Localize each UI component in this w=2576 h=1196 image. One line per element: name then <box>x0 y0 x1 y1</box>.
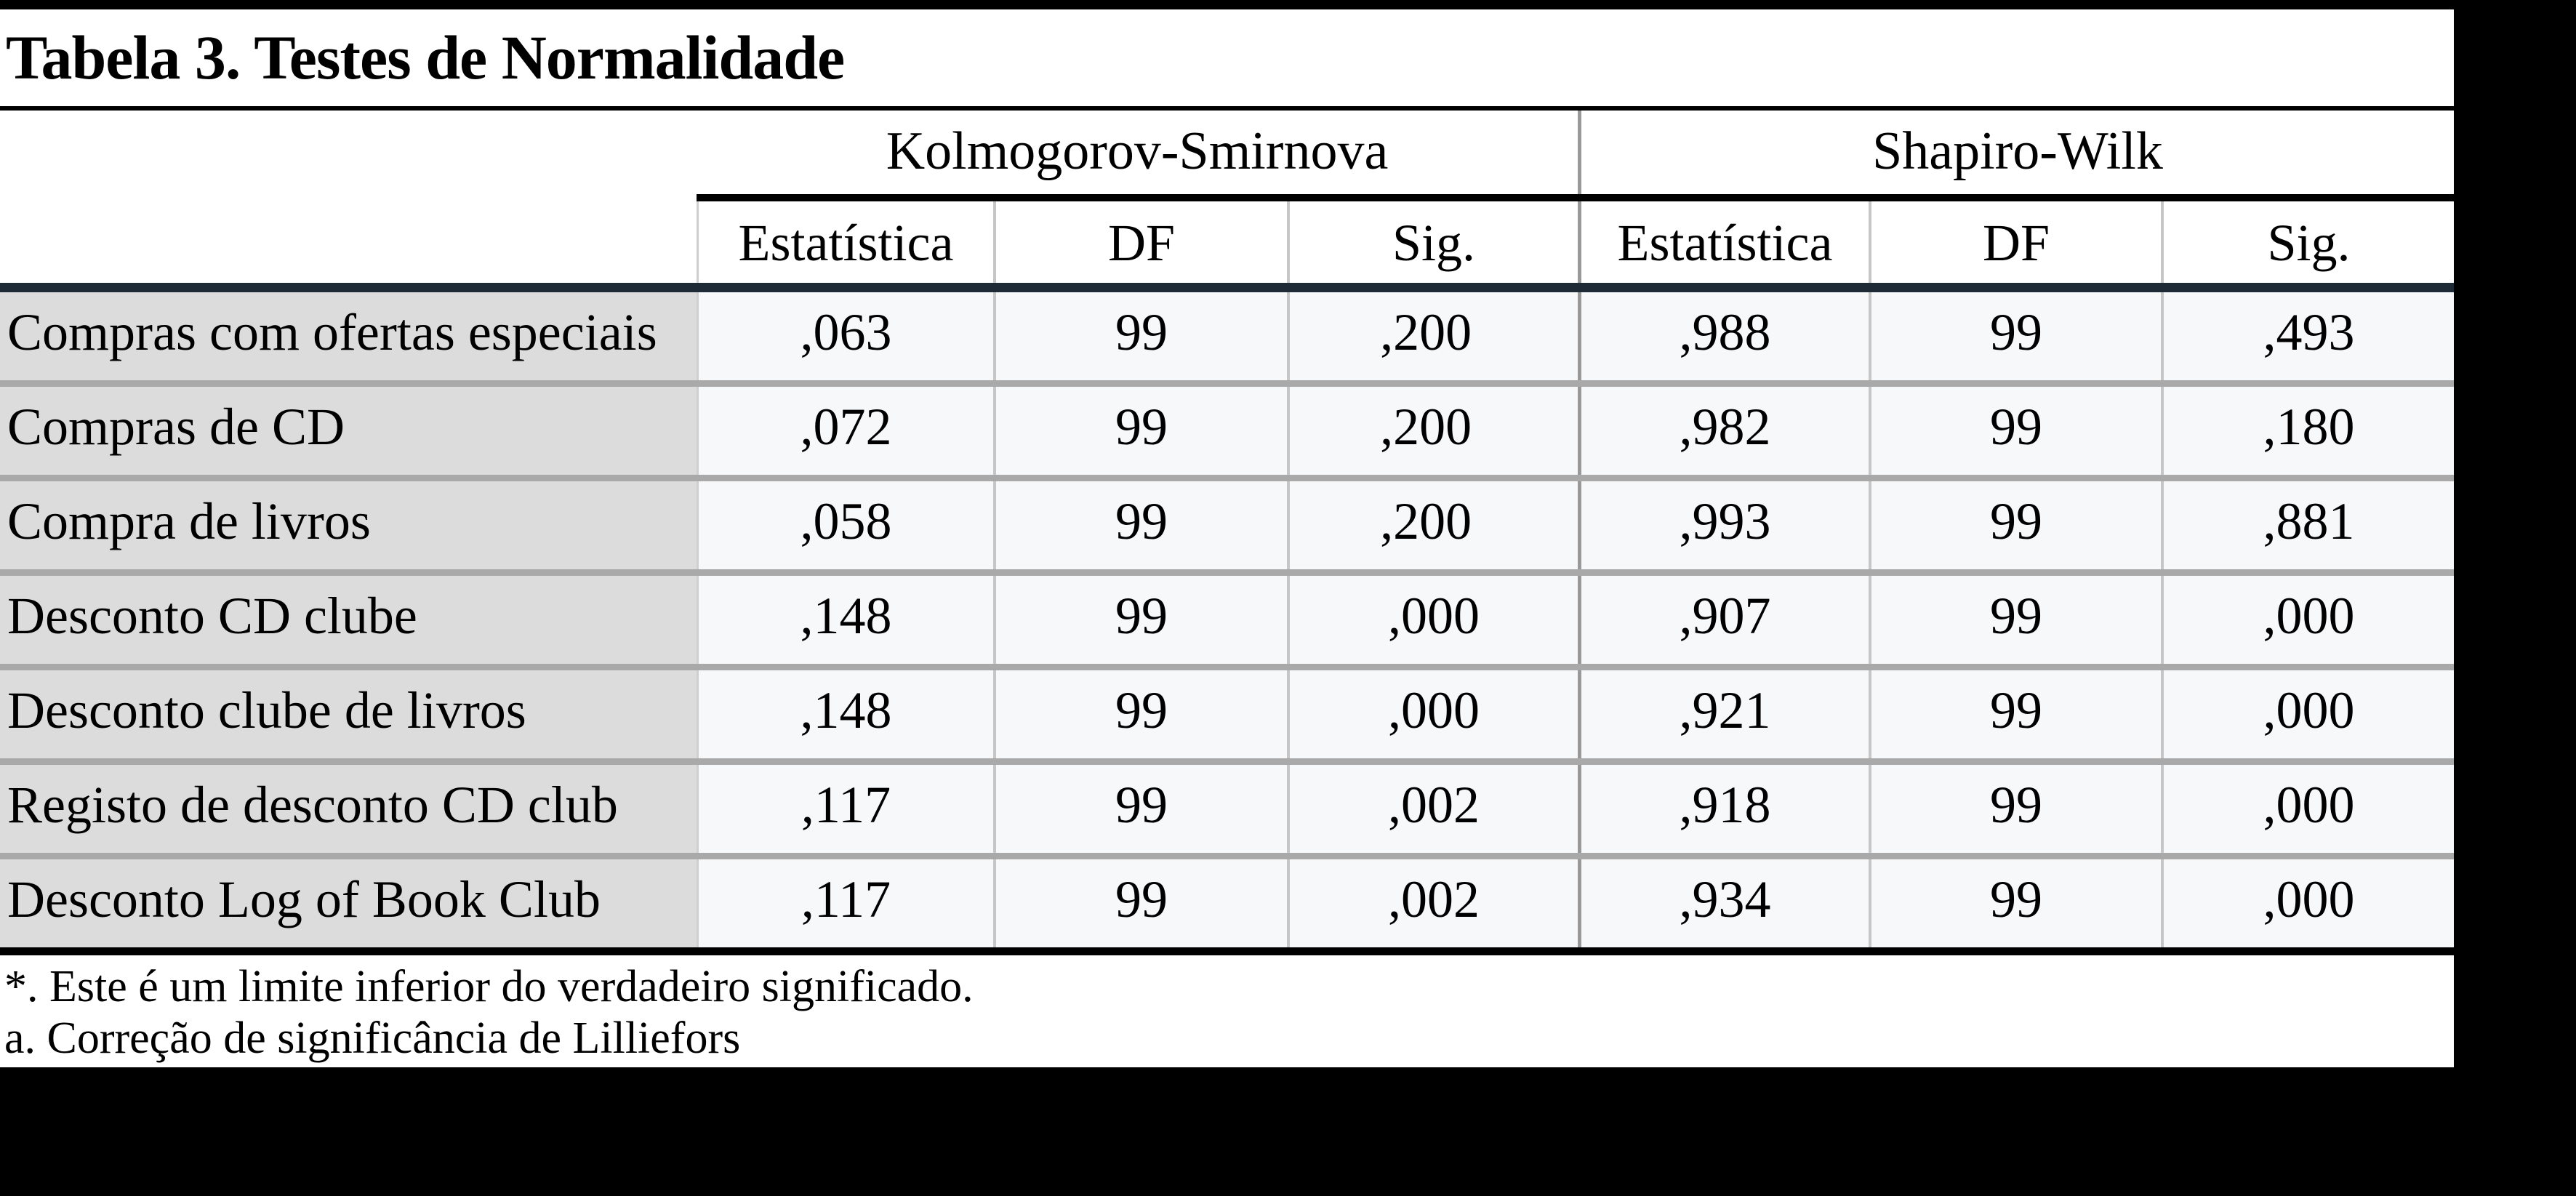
group-rule-spacer <box>0 194 697 201</box>
ks-df-cell: 99 <box>993 765 1287 853</box>
ks-df-cell: 99 <box>993 859 1287 947</box>
sw-sig-cell: ,881 <box>2161 481 2454 569</box>
sw-df-cell: 99 <box>1869 481 2161 569</box>
subheader-ks-df: DF <box>993 201 1287 283</box>
title-block: Tabela 3. Testes de Normalidade <box>0 9 2454 106</box>
row-label-cell: Desconto clube de livros <box>0 670 697 758</box>
ks-statistic-cell: ,148 <box>697 576 993 664</box>
sw-sig-cell: ,000 <box>2161 859 2454 947</box>
sw-df-cell: 99 <box>1869 292 2161 380</box>
row-label-cell: Registo de desconto CD club <box>0 765 697 853</box>
normality-table: Kolmogorov-Smirnova Shapiro-Wilk Estatís… <box>0 111 2454 955</box>
sw-df-cell: 99 <box>1869 387 2161 475</box>
ks-sig-cell: ,002 <box>1287 765 1578 853</box>
ks-sig-cell: ,002 <box>1287 859 1578 947</box>
sw-df-cell: 99 <box>1869 765 2161 853</box>
sw-statistic-cell: ,907 <box>1578 576 1869 664</box>
row-label-cell: Desconto CD clube <box>0 576 697 664</box>
ks-df-cell: 99 <box>993 387 1287 475</box>
sw-sig-cell: ,000 <box>2161 765 2454 853</box>
sw-statistic-cell: ,988 <box>1578 292 1869 380</box>
ks-statistic-cell: ,072 <box>697 387 993 475</box>
row-separator <box>0 758 2454 765</box>
row-label-cell: Desconto Log of Book Club <box>0 859 697 947</box>
sw-sig-cell: ,000 <box>2161 576 2454 664</box>
table-bottom-rule <box>0 947 2454 955</box>
ks-df-cell: 99 <box>993 481 1287 569</box>
sw-sig-cell: ,180 <box>2161 387 2454 475</box>
ks-statistic-cell: ,058 <box>697 481 993 569</box>
sw-df-cell: 99 <box>1869 576 2161 664</box>
ks-df-cell: 99 <box>993 292 1287 380</box>
row-separator <box>0 569 2454 576</box>
subheader-sw-df: DF <box>1869 201 2161 283</box>
sw-df-cell: 99 <box>1869 670 2161 758</box>
sw-sig-cell: ,493 <box>2161 292 2454 380</box>
ks-sig-cell: ,200* <box>1287 481 1578 569</box>
ks-statistic-cell: ,117 <box>697 859 993 947</box>
sw-statistic-cell: ,993 <box>1578 481 1869 569</box>
ks-statistic-cell: ,117 <box>697 765 993 853</box>
sw-statistic-cell: ,982 <box>1578 387 1869 475</box>
group-header-shapiro-wilk: Shapiro-Wilk <box>1578 111 2454 194</box>
row-separator <box>0 475 2454 481</box>
ks-statistic-cell: ,063 <box>697 292 993 380</box>
sw-statistic-cell: ,934 <box>1578 859 1869 947</box>
ks-sig-cell: ,200* <box>1287 292 1578 380</box>
sw-df-cell: 99 <box>1869 859 2161 947</box>
row-separator <box>0 853 2454 859</box>
footnotes: *. Este é um limite inferior do verdadei… <box>0 955 2454 1064</box>
subheader-ks-statistic: Estatística <box>697 201 993 283</box>
row-label-cell: Compras de CD <box>0 387 697 475</box>
subheader-rule <box>0 283 2454 292</box>
ks-sig-cell: ,200* <box>1287 387 1578 475</box>
sw-statistic-cell: ,918 <box>1578 765 1869 853</box>
ks-df-cell: 99 <box>993 576 1287 664</box>
table-title: Tabela 3. Testes de Normalidade <box>6 23 845 92</box>
title-rule <box>0 106 2454 111</box>
subheader-sw-statistic: Estatística <box>1578 201 1869 283</box>
corner-cell <box>0 111 697 194</box>
sw-statistic-cell: ,921 <box>1578 670 1869 758</box>
row-label-cell: Compras com ofertas especiais <box>0 292 697 380</box>
subheader-ks-sig: Sig. <box>1287 201 1578 283</box>
row-label-cell: Compra de livros <box>0 481 697 569</box>
subheader-corner-cell <box>0 201 697 283</box>
subheader-sw-sig: Sig. <box>2161 201 2454 283</box>
ks-sig-cell: ,000 <box>1287 670 1578 758</box>
sw-sig-cell: ,000 <box>2161 670 2454 758</box>
row-separator <box>0 664 2454 670</box>
ks-statistic-cell: ,148 <box>697 670 993 758</box>
footnote-lilliefors: a. Correção de significância de Lilliefo… <box>4 1014 741 1063</box>
document-sheet: Tabela 3. Testes de Normalidade Kolmogor… <box>0 9 2454 1067</box>
ks-df-cell: 99 <box>993 670 1287 758</box>
ks-sig-cell: ,000 <box>1287 576 1578 664</box>
group-header-kolmogorov-smirnov: Kolmogorov-Smirnova <box>697 111 1578 194</box>
footnote-asterisk: *. Este é um limite inferior do verdadei… <box>4 962 974 1011</box>
row-separator <box>0 380 2454 387</box>
group-header-rule <box>697 194 2454 201</box>
